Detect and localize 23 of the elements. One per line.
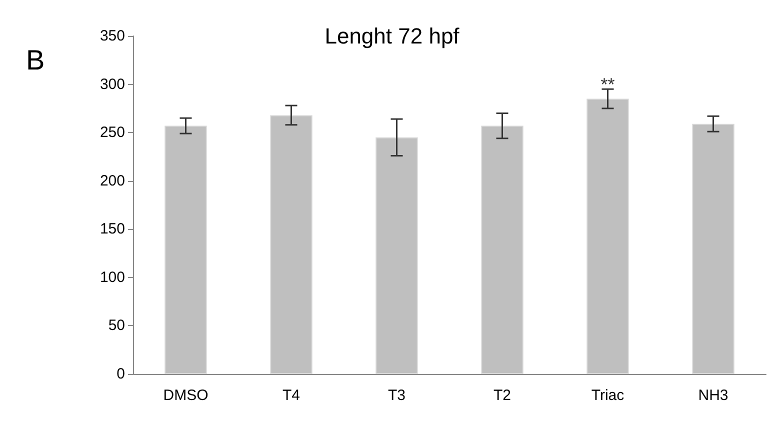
x-tick-label: Triac xyxy=(591,387,625,404)
annotation: ** xyxy=(600,74,615,94)
y-tick-label: 0 xyxy=(116,366,125,382)
y-tick-label: 350 xyxy=(100,28,125,44)
y-tick-label: 200 xyxy=(100,172,125,190)
bar xyxy=(376,137,418,374)
bar xyxy=(692,124,734,374)
y-tick-label: 250 xyxy=(100,124,125,142)
x-tick-label: T4 xyxy=(282,387,300,404)
text: B xyxy=(26,44,45,76)
y-tick-label: 300 xyxy=(100,76,125,93)
y-tick-label: 150 xyxy=(100,220,125,238)
chart-title: Lenght 72 hpf xyxy=(324,24,460,48)
y-tick-label: 50 xyxy=(108,317,125,334)
bar xyxy=(586,98,629,374)
bar xyxy=(270,115,312,374)
bar xyxy=(481,126,524,374)
x-tick-label: NH3 xyxy=(698,387,728,404)
x-tick-label: T2 xyxy=(493,387,512,404)
y-tick-label: 100 xyxy=(100,268,125,286)
x-tick-label: T3 xyxy=(388,387,406,404)
bar xyxy=(164,126,207,374)
x-tick-label: DMSO xyxy=(163,387,208,404)
